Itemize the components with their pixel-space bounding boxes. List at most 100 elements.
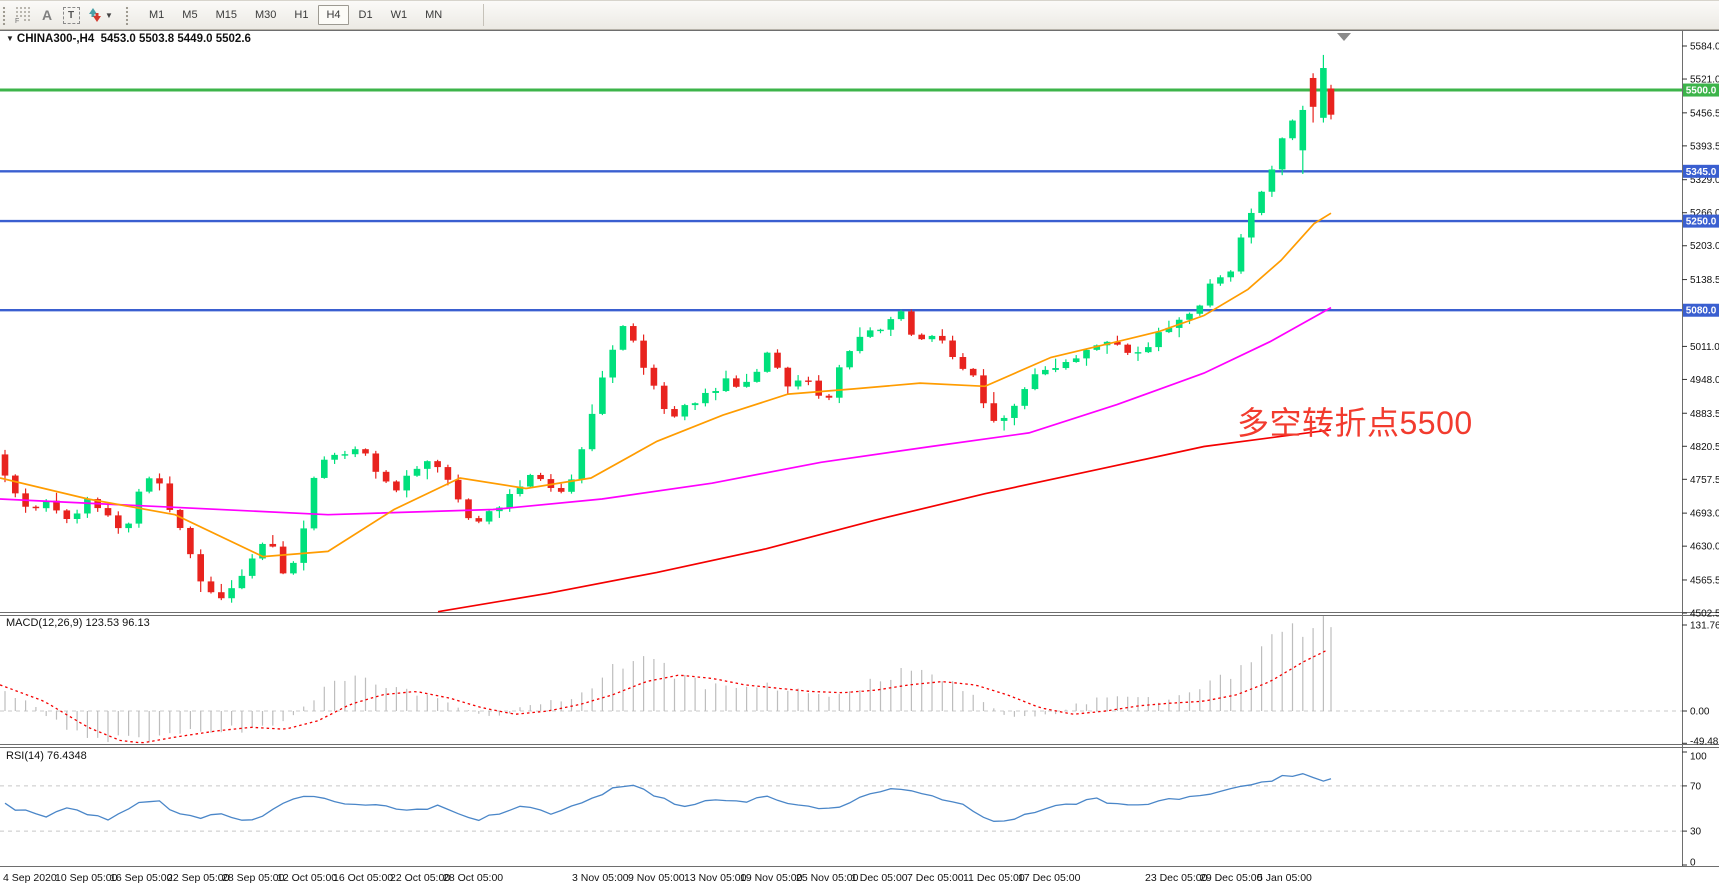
candle-body bbox=[475, 518, 483, 522]
candle-body bbox=[887, 319, 895, 330]
price-tick-label: 5584.0 bbox=[1690, 42, 1719, 53]
candle-body bbox=[897, 311, 905, 320]
candle-body bbox=[640, 340, 647, 368]
dropdown-caret-icon[interactable]: ▼ bbox=[105, 10, 113, 20]
chart-title: ▼ CHINA300-,H4 5453.0 5503.8 5449.0 5502.… bbox=[6, 33, 251, 45]
candle-body bbox=[866, 330, 874, 337]
candle-body bbox=[290, 562, 297, 574]
candle-body bbox=[939, 335, 946, 341]
macd-label: MACD(12,26,9) 123.53 96.13 bbox=[6, 617, 150, 629]
candle-body bbox=[681, 405, 689, 417]
candle-body bbox=[1, 454, 9, 476]
candle-body bbox=[1072, 358, 1080, 363]
candle-body bbox=[269, 543, 277, 547]
price-tick-label: 5393.5 bbox=[1690, 141, 1719, 152]
candle-body bbox=[1268, 169, 1276, 192]
date-label: 29 Dec 05:00 bbox=[1200, 872, 1263, 884]
tab-timeframe-MN[interactable]: MN bbox=[425, 9, 443, 21]
tab-timeframe-M1[interactable]: M1 bbox=[149, 9, 165, 21]
svg-text:5080.0: 5080.0 bbox=[1686, 306, 1717, 317]
dotted-grid-icon: F bbox=[15, 7, 30, 24]
candle-body bbox=[568, 479, 575, 492]
text-box-icon[interactable]: T bbox=[59, 3, 83, 27]
candle-body bbox=[506, 493, 513, 508]
tab-timeframe-H4[interactable]: H4 bbox=[318, 5, 349, 25]
ma-fast-orange-line bbox=[0, 212, 1332, 558]
text-label-glyph: A bbox=[41, 7, 53, 23]
candle-body bbox=[238, 575, 246, 589]
price-level-badge: 5345.0 bbox=[1683, 164, 1719, 178]
candle-body bbox=[84, 499, 91, 514]
candle-body bbox=[1227, 271, 1234, 278]
candle-body bbox=[73, 513, 81, 520]
tab-timeframe-H1[interactable]: H1 bbox=[294, 9, 309, 21]
date-label: 3 Nov 05:00 bbox=[572, 872, 629, 884]
price-tick-label: 5138.5 bbox=[1690, 275, 1719, 286]
candle-body bbox=[1309, 77, 1317, 107]
horizontal-level-lines[interactable] bbox=[0, 88, 1682, 312]
candle-body bbox=[413, 468, 421, 476]
svg-text:5500.0: 5500.0 bbox=[1686, 86, 1717, 97]
macd-tick-label: 131.76 bbox=[1690, 621, 1719, 632]
annotation-text[interactable]: 多空转折点5500 bbox=[1237, 405, 1473, 441]
candle-body bbox=[980, 375, 987, 404]
date-label: 22 Sep 05:00 bbox=[167, 872, 230, 884]
price-level-badge: 5250.0 bbox=[1683, 214, 1719, 228]
arrow-objects-icon[interactable]: ▼ bbox=[83, 3, 117, 27]
tab-timeframe-M5[interactable]: M5 bbox=[182, 9, 198, 21]
candle-body bbox=[877, 329, 884, 332]
text-label-icon[interactable]: A bbox=[35, 3, 59, 27]
candle-body bbox=[372, 453, 380, 472]
dotted-grid-f-icon[interactable]: F bbox=[11, 3, 35, 27]
price-tick-label: 5456.5 bbox=[1690, 108, 1719, 119]
toolbar-grip-2[interactable] bbox=[125, 5, 130, 25]
candle-body bbox=[382, 471, 390, 482]
tab-timeframe-M15[interactable]: M15 bbox=[215, 9, 237, 21]
macd-signal-line bbox=[0, 650, 1327, 744]
candle-body bbox=[218, 592, 225, 599]
date-label: 12 Oct 05:00 bbox=[277, 872, 337, 884]
candle-body bbox=[32, 506, 40, 509]
toolbar: F A T ▼ M1 M5 M15 M30 H1 H4 D1 W1 MN bbox=[0, 0, 1719, 30]
svg-text:5250.0: 5250.0 bbox=[1686, 217, 1717, 228]
candle-body bbox=[300, 528, 307, 563]
candle-body bbox=[527, 474, 534, 487]
tab-timeframe-W1[interactable]: W1 bbox=[390, 9, 408, 21]
candle-body bbox=[619, 326, 627, 350]
date-label: 28 Sep 05:00 bbox=[222, 872, 285, 884]
rsi-label: RSI(14) 76.4348 bbox=[6, 750, 87, 762]
candle-body bbox=[444, 467, 452, 480]
svg-text:F: F bbox=[15, 18, 19, 24]
candle-body bbox=[187, 527, 194, 555]
candle-body bbox=[794, 380, 802, 387]
date-label: 10 Sep 05:00 bbox=[55, 872, 118, 884]
candle-body bbox=[578, 449, 586, 480]
price-tick-label: 4883.5 bbox=[1690, 409, 1719, 420]
tab-timeframe-M30[interactable]: M30 bbox=[254, 9, 277, 21]
price-tick-label: 4820.5 bbox=[1690, 442, 1719, 453]
candle-body bbox=[918, 334, 925, 340]
price-tick-label: 4630.0 bbox=[1690, 542, 1719, 553]
candle-body bbox=[434, 461, 441, 468]
chart-shift-marker-icon[interactable] bbox=[1337, 33, 1351, 41]
candle-body bbox=[702, 392, 709, 404]
candle-body bbox=[156, 478, 163, 484]
tab-timeframe-D1[interactable]: D1 bbox=[358, 9, 373, 21]
price-tick-label: 4502.5 bbox=[1690, 609, 1719, 620]
price-level-badge: 5080.0 bbox=[1683, 303, 1719, 317]
candle-body bbox=[1000, 417, 1008, 421]
candle-body bbox=[1155, 332, 1162, 348]
macd-tick-label: -49.48 bbox=[1690, 737, 1719, 748]
candle-body bbox=[1124, 344, 1131, 353]
candle-body bbox=[1237, 237, 1245, 272]
price-tick-label: 4693.0 bbox=[1690, 509, 1719, 520]
candle-body bbox=[908, 311, 915, 335]
candle-body bbox=[588, 413, 596, 450]
rsi-tick-label: 70 bbox=[1690, 781, 1702, 792]
collapse-triangle-icon[interactable]: ▼ bbox=[6, 34, 14, 43]
toolbar-grip[interactable] bbox=[2, 5, 7, 25]
candle-body bbox=[547, 479, 555, 488]
rsi-line bbox=[4, 773, 1332, 822]
